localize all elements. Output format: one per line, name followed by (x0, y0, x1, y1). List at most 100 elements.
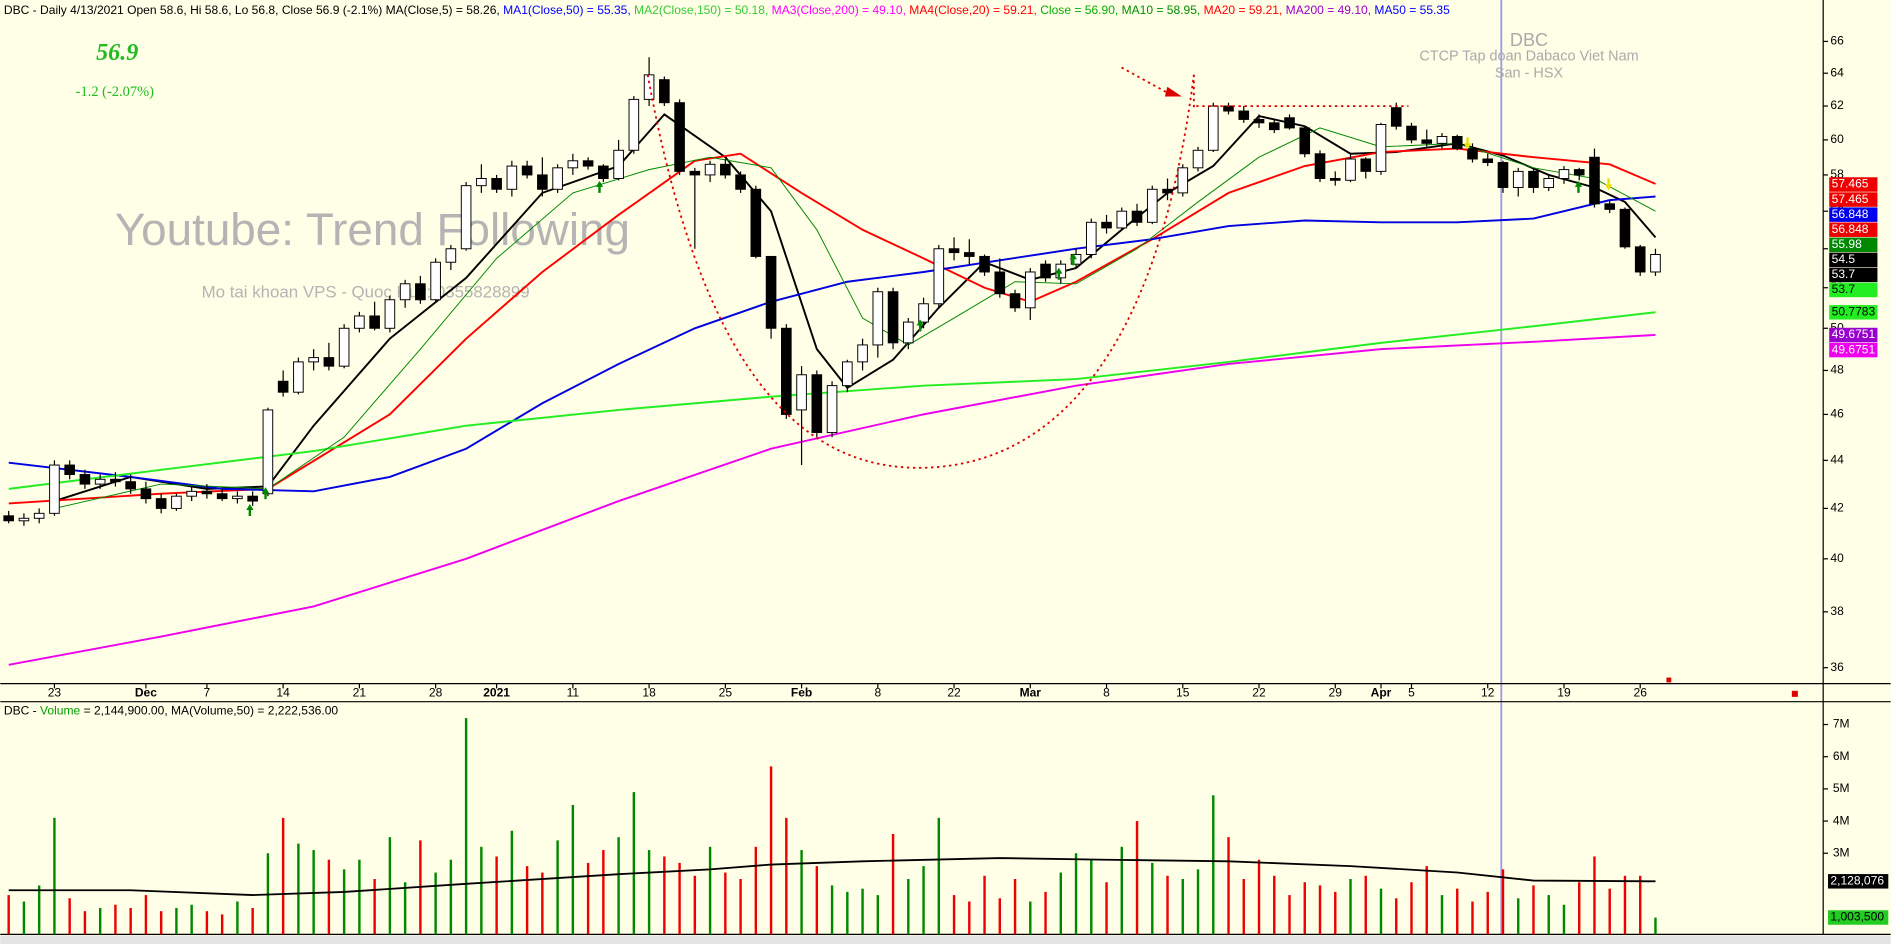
price-label-box (1829, 282, 1878, 298)
volume-bar (876, 895, 880, 935)
volume-bar (1242, 878, 1245, 935)
candle-body (674, 102, 685, 172)
volume-bar (1379, 888, 1383, 935)
candle-body (1619, 208, 1631, 248)
x-tick-label: 22 (947, 685, 961, 699)
candle-body (506, 165, 518, 190)
volume-bar (785, 817, 788, 935)
volume-bar (525, 866, 529, 935)
volume-bar (1425, 866, 1428, 935)
candle-body (887, 291, 899, 344)
contact-watermark: Mo tai khoan VPS - Quoc Huy: 0355828899 (202, 282, 530, 301)
candle-body (369, 315, 380, 329)
x-tick-label: 8 (1103, 685, 1110, 699)
volume-bar (1456, 888, 1459, 935)
volume-bar (22, 901, 26, 935)
candle-body (552, 167, 563, 190)
volume-bar (129, 907, 132, 935)
volume-bar (571, 804, 575, 935)
volume-bar (114, 904, 117, 935)
header-segment: = 2,144,900.00, MA(Volume,50) = 2,222,53… (80, 704, 338, 718)
marker (1666, 677, 1672, 683)
marker (1791, 690, 1798, 697)
candle-body (628, 98, 640, 151)
volume-bar (541, 872, 544, 935)
candle-body (1451, 135, 1463, 150)
x-tick-label: 14 (276, 685, 290, 699)
volume-bar (251, 907, 254, 935)
candle-body (125, 481, 136, 490)
volume-bar (1547, 895, 1550, 935)
volume-bar (1532, 885, 1535, 935)
volume-bar (1090, 859, 1093, 935)
ma-line (8, 147, 1656, 505)
candle-body (1024, 271, 1036, 309)
y-tick-label: 48 (1830, 363, 1844, 377)
volume-bar (1562, 904, 1566, 935)
candle-body (903, 321, 914, 344)
buy-arrow (246, 503, 254, 517)
volume-bar (1501, 869, 1505, 935)
candle-body (476, 178, 487, 187)
y-tick-label: 60 (1830, 132, 1844, 146)
buy-arrow (261, 487, 270, 500)
arrow-head (1164, 86, 1182, 97)
candle-body (582, 160, 594, 167)
volume-bar (663, 856, 666, 935)
candle-body (720, 163, 731, 176)
candle-body (933, 248, 945, 305)
candle-body (186, 490, 197, 497)
volume-bar (983, 875, 986, 935)
volume-bar (297, 843, 300, 935)
candle-body (567, 160, 579, 169)
price-label: 53.7 (1832, 282, 1856, 296)
y-tick-label: 5M (1833, 781, 1850, 795)
y-tick-label: 44 (1830, 453, 1844, 467)
volume-bar (220, 914, 224, 935)
volume-bar (968, 901, 971, 935)
volume-bar (1059, 872, 1062, 935)
candle-body (872, 291, 884, 346)
candle-body (842, 361, 853, 387)
ma-line (8, 195, 1656, 493)
volume-bar (1166, 875, 1169, 935)
header-segment: DBC - (4, 704, 40, 718)
volume-label-box (1828, 910, 1889, 925)
volume-bar (1364, 875, 1367, 935)
price-label-box (1829, 177, 1878, 192)
volume-bar (159, 911, 163, 935)
cup-annotation (646, 66, 1409, 469)
volume-bar (586, 862, 590, 935)
volume-bar (1227, 837, 1230, 935)
price-label-box (1829, 305, 1878, 320)
candle-body (94, 478, 106, 485)
price-header: DBC - Daily 4/13/2021 Open 58.6, Hi 58.6… (4, 3, 1450, 17)
candle-body (232, 495, 243, 500)
symbol-watermark: DBC (1510, 30, 1548, 50)
volume-bar (449, 859, 453, 935)
volume-bar (1440, 895, 1444, 935)
candle-body (1390, 107, 1402, 127)
x-tick-label: 22 (1252, 685, 1266, 699)
candle-body (293, 361, 304, 393)
candle-body (1436, 135, 1448, 144)
candle-body (1299, 127, 1311, 155)
price-label: 57.465 (1832, 177, 1869, 191)
x-tick-label: 29 (1329, 685, 1343, 699)
price-label-box (1829, 237, 1878, 253)
candle-body (979, 255, 990, 273)
volume-bar (373, 878, 376, 935)
price-change: -1.2 (-2.07%) (76, 84, 154, 100)
candle-body (110, 478, 121, 483)
price-label-box (1829, 342, 1878, 358)
volume-bar (190, 904, 193, 935)
volume-bar (1105, 882, 1108, 935)
candle-body (1070, 254, 1082, 265)
exchange-watermark: San - HSX (1495, 65, 1564, 81)
price-label: 56.848 (1832, 207, 1869, 221)
volume-bar (7, 895, 10, 935)
volume-bar (693, 875, 697, 935)
candle-body (796, 374, 807, 411)
